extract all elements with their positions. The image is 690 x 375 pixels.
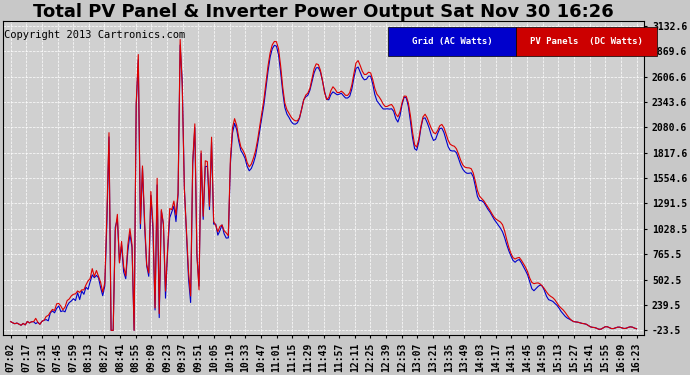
Text: Grid (AC Watts): Grid (AC Watts) xyxy=(411,37,492,46)
Text: Copyright 2013 Cartronics.com: Copyright 2013 Cartronics.com xyxy=(4,30,186,40)
Text: PV Panels  (DC Watts): PV Panels (DC Watts) xyxy=(530,37,643,46)
FancyBboxPatch shape xyxy=(388,27,516,56)
Title: Total PV Panel & Inverter Power Output Sat Nov 30 16:26: Total PV Panel & Inverter Power Output S… xyxy=(33,3,614,21)
FancyBboxPatch shape xyxy=(516,27,657,56)
